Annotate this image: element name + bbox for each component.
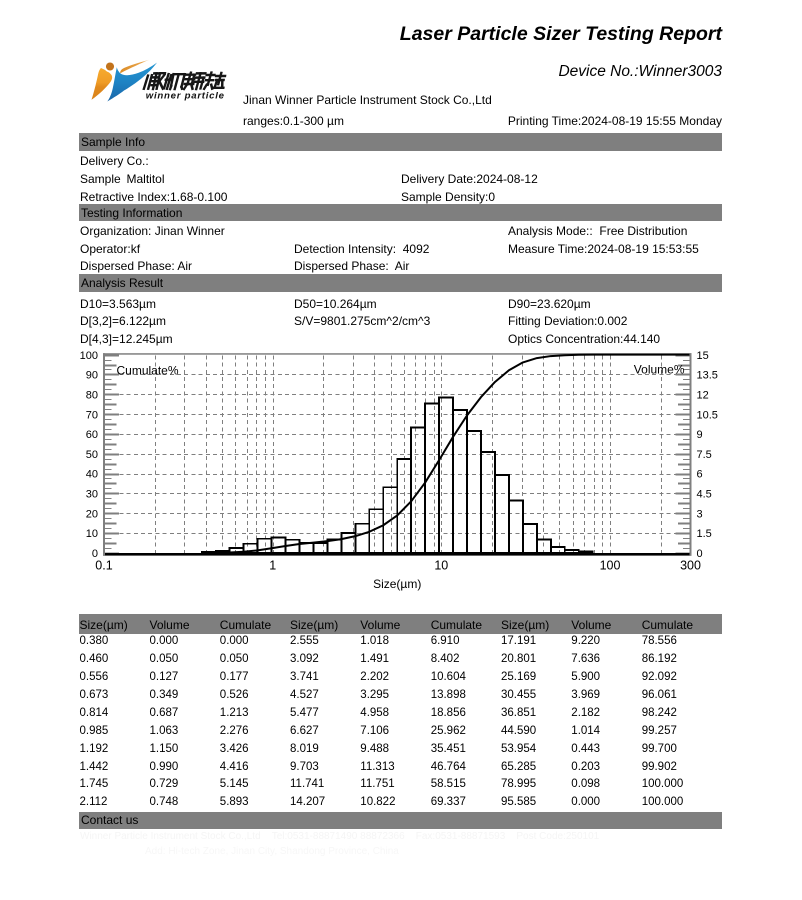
svg-text:70: 70	[86, 409, 98, 421]
svg-text:1: 1	[269, 559, 276, 573]
svg-text:1.5: 1.5	[697, 528, 712, 540]
svg-text:0.1: 0.1	[95, 559, 112, 573]
svg-text:Volume%: Volume%	[634, 363, 685, 377]
svg-text:90: 90	[86, 370, 98, 382]
svg-text:7.5: 7.5	[697, 449, 712, 461]
svg-text:10: 10	[434, 559, 448, 573]
svg-text:30: 30	[86, 489, 98, 501]
svg-text:winner particle: winner particle	[146, 91, 225, 102]
svg-text:Cumulate%: Cumulate%	[117, 364, 179, 378]
svg-text:20: 20	[86, 508, 98, 520]
svg-text:100: 100	[80, 350, 98, 362]
svg-text:9: 9	[697, 429, 703, 441]
svg-text:10.5: 10.5	[697, 409, 718, 421]
svg-text:13.5: 13.5	[697, 370, 718, 382]
svg-text:Size(µm): Size(µm)	[373, 577, 421, 591]
svg-text:100: 100	[600, 559, 621, 573]
svg-text:0: 0	[697, 548, 703, 560]
svg-text:0: 0	[92, 548, 98, 560]
svg-text:6: 6	[697, 469, 703, 481]
svg-text:15: 15	[697, 350, 709, 362]
svg-text:4.5: 4.5	[697, 489, 712, 501]
svg-text:60: 60	[86, 429, 98, 441]
svg-text:300: 300	[680, 559, 701, 573]
svg-text:10: 10	[86, 528, 98, 540]
svg-text:80: 80	[86, 389, 98, 401]
svg-text:12: 12	[697, 389, 709, 401]
svg-text:50: 50	[86, 449, 98, 461]
svg-text:3: 3	[697, 508, 703, 520]
svg-text:40: 40	[86, 469, 98, 481]
